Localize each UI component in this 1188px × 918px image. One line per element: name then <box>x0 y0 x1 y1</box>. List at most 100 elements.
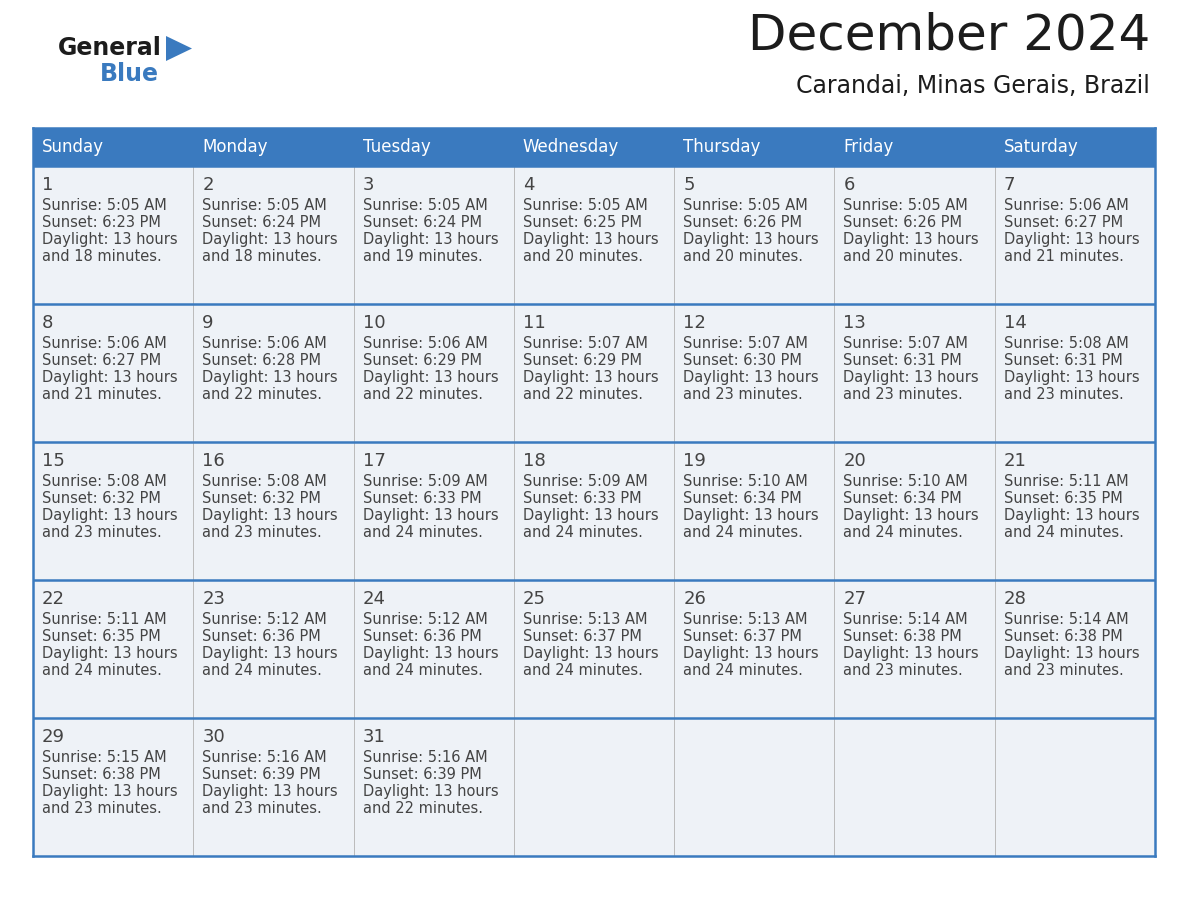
Text: Sunset: 6:37 PM: Sunset: 6:37 PM <box>523 629 642 644</box>
Text: Sunset: 6:37 PM: Sunset: 6:37 PM <box>683 629 802 644</box>
Text: 10: 10 <box>362 314 385 332</box>
Text: Sunset: 6:32 PM: Sunset: 6:32 PM <box>202 491 321 506</box>
Text: Sunrise: 5:08 AM: Sunrise: 5:08 AM <box>202 474 327 489</box>
Text: Daylight: 13 hours: Daylight: 13 hours <box>843 508 979 523</box>
Bar <box>994 166 1155 304</box>
Text: 2: 2 <box>202 176 214 194</box>
Text: Daylight: 13 hours: Daylight: 13 hours <box>42 370 178 385</box>
Bar <box>33 580 194 718</box>
Text: 30: 30 <box>202 728 225 746</box>
Text: Sunset: 6:34 PM: Sunset: 6:34 PM <box>683 491 802 506</box>
Text: Daylight: 13 hours: Daylight: 13 hours <box>362 508 498 523</box>
Text: Sunset: 6:36 PM: Sunset: 6:36 PM <box>362 629 481 644</box>
Text: 12: 12 <box>683 314 706 332</box>
Bar <box>674 580 834 718</box>
Text: and 24 minutes.: and 24 minutes. <box>202 663 322 678</box>
Text: Sunrise: 5:05 AM: Sunrise: 5:05 AM <box>362 198 487 213</box>
Text: Sunrise: 5:06 AM: Sunrise: 5:06 AM <box>1004 198 1129 213</box>
Text: and 22 minutes.: and 22 minutes. <box>362 801 482 816</box>
Bar <box>354 580 514 718</box>
Text: 22: 22 <box>42 590 65 608</box>
Bar <box>33 304 194 442</box>
Text: Sunset: 6:33 PM: Sunset: 6:33 PM <box>523 491 642 506</box>
Text: and 23 minutes.: and 23 minutes. <box>202 801 322 816</box>
Text: 6: 6 <box>843 176 855 194</box>
Text: Daylight: 13 hours: Daylight: 13 hours <box>523 646 658 661</box>
Text: 7: 7 <box>1004 176 1016 194</box>
Text: Blue: Blue <box>100 62 159 86</box>
Bar <box>194 580 354 718</box>
Text: 24: 24 <box>362 590 386 608</box>
Text: Daylight: 13 hours: Daylight: 13 hours <box>683 232 819 247</box>
Text: and 24 minutes.: and 24 minutes. <box>362 663 482 678</box>
Text: Sunset: 6:29 PM: Sunset: 6:29 PM <box>362 353 481 368</box>
Text: and 24 minutes.: and 24 minutes. <box>1004 525 1124 540</box>
Text: and 24 minutes.: and 24 minutes. <box>683 525 803 540</box>
Text: Daylight: 13 hours: Daylight: 13 hours <box>42 784 178 799</box>
Text: Daylight: 13 hours: Daylight: 13 hours <box>843 646 979 661</box>
Text: Sunset: 6:36 PM: Sunset: 6:36 PM <box>202 629 321 644</box>
Text: Sunset: 6:30 PM: Sunset: 6:30 PM <box>683 353 802 368</box>
Text: Sunset: 6:26 PM: Sunset: 6:26 PM <box>843 215 962 230</box>
Text: Friday: Friday <box>843 138 893 156</box>
Bar <box>33 718 194 856</box>
Text: and 23 minutes.: and 23 minutes. <box>1004 663 1124 678</box>
Polygon shape <box>166 36 192 61</box>
Text: and 19 minutes.: and 19 minutes. <box>362 249 482 264</box>
Text: Daylight: 13 hours: Daylight: 13 hours <box>683 646 819 661</box>
Text: Sunset: 6:33 PM: Sunset: 6:33 PM <box>362 491 481 506</box>
Bar <box>33 442 194 580</box>
Text: and 23 minutes.: and 23 minutes. <box>843 663 963 678</box>
Text: Daylight: 13 hours: Daylight: 13 hours <box>202 646 337 661</box>
Text: Sunrise: 5:11 AM: Sunrise: 5:11 AM <box>1004 474 1129 489</box>
Text: 15: 15 <box>42 452 65 470</box>
Bar <box>674 304 834 442</box>
Text: 16: 16 <box>202 452 225 470</box>
Bar <box>994 580 1155 718</box>
Text: Tuesday: Tuesday <box>362 138 430 156</box>
Text: 9: 9 <box>202 314 214 332</box>
Text: Daylight: 13 hours: Daylight: 13 hours <box>843 370 979 385</box>
Text: and 22 minutes.: and 22 minutes. <box>523 387 643 402</box>
Text: Sunset: 6:38 PM: Sunset: 6:38 PM <box>843 629 962 644</box>
Text: and 22 minutes.: and 22 minutes. <box>362 387 482 402</box>
Text: Daylight: 13 hours: Daylight: 13 hours <box>1004 646 1139 661</box>
Bar <box>834 718 994 856</box>
Text: Daylight: 13 hours: Daylight: 13 hours <box>362 646 498 661</box>
Text: 1: 1 <box>42 176 53 194</box>
Bar <box>33 166 194 304</box>
Bar <box>194 304 354 442</box>
Text: and 24 minutes.: and 24 minutes. <box>843 525 963 540</box>
Bar <box>354 304 514 442</box>
Text: Sunrise: 5:07 AM: Sunrise: 5:07 AM <box>683 336 808 351</box>
Bar <box>514 442 674 580</box>
Bar <box>514 580 674 718</box>
Text: Daylight: 13 hours: Daylight: 13 hours <box>42 646 178 661</box>
Text: Sunrise: 5:12 AM: Sunrise: 5:12 AM <box>362 612 487 627</box>
Text: 5: 5 <box>683 176 695 194</box>
Text: Daylight: 13 hours: Daylight: 13 hours <box>202 232 337 247</box>
Text: Sunrise: 5:10 AM: Sunrise: 5:10 AM <box>843 474 968 489</box>
Bar <box>194 166 354 304</box>
Text: and 23 minutes.: and 23 minutes. <box>202 525 322 540</box>
Text: Sunrise: 5:06 AM: Sunrise: 5:06 AM <box>202 336 327 351</box>
Text: and 20 minutes.: and 20 minutes. <box>683 249 803 264</box>
Text: General: General <box>58 36 162 60</box>
Bar <box>674 718 834 856</box>
Text: 29: 29 <box>42 728 65 746</box>
Text: and 23 minutes.: and 23 minutes. <box>42 525 162 540</box>
Text: 19: 19 <box>683 452 706 470</box>
Text: and 24 minutes.: and 24 minutes. <box>683 663 803 678</box>
Bar <box>194 718 354 856</box>
Text: Carandai, Minas Gerais, Brazil: Carandai, Minas Gerais, Brazil <box>796 74 1150 98</box>
Bar <box>994 442 1155 580</box>
Text: and 23 minutes.: and 23 minutes. <box>1004 387 1124 402</box>
Bar <box>354 718 514 856</box>
Text: 4: 4 <box>523 176 535 194</box>
Text: Sunrise: 5:12 AM: Sunrise: 5:12 AM <box>202 612 327 627</box>
Text: and 24 minutes.: and 24 minutes. <box>523 663 643 678</box>
Bar <box>514 718 674 856</box>
Bar <box>994 128 1155 166</box>
Bar <box>33 128 194 166</box>
Text: Saturday: Saturday <box>1004 138 1079 156</box>
